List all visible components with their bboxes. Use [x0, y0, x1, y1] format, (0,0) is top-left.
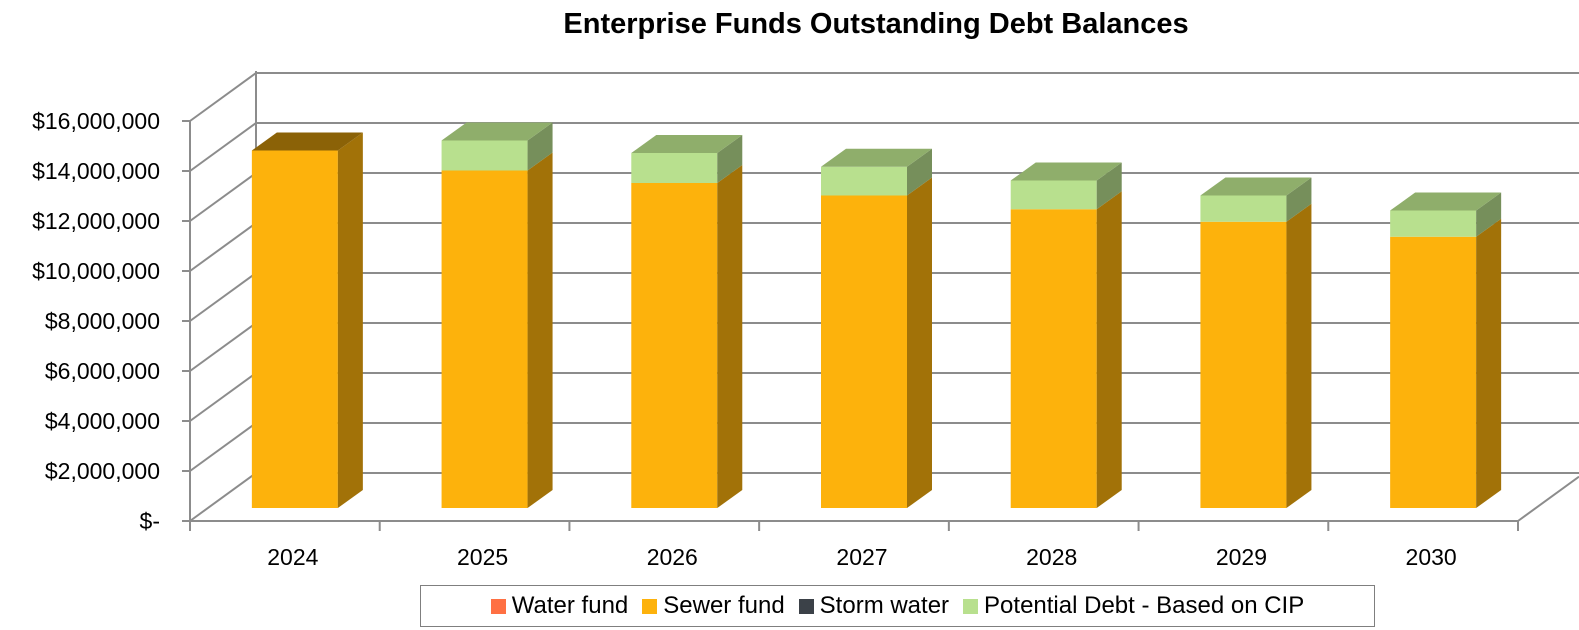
legend-label: Sewer fund: [663, 592, 785, 619]
bar-segment: [631, 153, 718, 183]
legend-label: Storm water: [819, 592, 950, 619]
bar-top: [1010, 162, 1122, 181]
bar-segment-side: [717, 165, 743, 508]
bar-segment: [821, 195, 907, 508]
side-gridline: [189, 72, 257, 122]
bar-segment: [631, 183, 718, 508]
side-gridline: [189, 222, 257, 272]
bar-segment: [1010, 209, 1097, 508]
side-gridline: [189, 172, 257, 222]
bar-top: [441, 122, 553, 141]
bar-top: [251, 132, 363, 151]
y-tick-label: $4,000,000: [45, 408, 160, 434]
side-gridline: [189, 372, 257, 422]
x-tick-label: 2027: [836, 544, 887, 570]
y-tick-label: $2,000,000: [45, 458, 160, 484]
bar-segment-side: [907, 148, 932, 196]
x-tick-label: 2029: [1216, 544, 1267, 570]
chart-legend: Water fund Sewer fund Storm water Potential…: [420, 585, 1375, 627]
bar-segment-side: [1096, 162, 1122, 210]
x-tick-label: 2030: [1406, 544, 1457, 570]
bar-segment-side: [1096, 191, 1122, 508]
bar-segment: [441, 170, 528, 508]
legend-item: Water fund: [490, 592, 629, 620]
legend-swatch: [490, 598, 506, 614]
bar-segment: [1390, 236, 1477, 508]
y-tick-label: $16,000,000: [32, 108, 160, 134]
y-tick-label: $-: [140, 508, 160, 534]
x-tick-label: 2024: [267, 544, 318, 570]
y-tick-label: $14,000,000: [32, 158, 160, 184]
y-tick-label: $8,000,000: [45, 308, 160, 334]
y-tick-label: $6,000,000: [45, 358, 160, 384]
side-gridline: [189, 472, 257, 522]
x-tick-label: 2028: [1026, 544, 1077, 570]
x-tick-label: 2025: [457, 544, 508, 570]
legend-swatch: [963, 598, 979, 614]
x-tick-label: 2026: [647, 544, 698, 570]
bar-top: [1390, 192, 1502, 211]
bar-segment-side: [527, 122, 553, 171]
legend-label: Potential Debt - Based on CIP: [984, 592, 1305, 619]
side-gridline: [189, 322, 257, 372]
bar-segment-side: [1476, 192, 1502, 237]
side-gridline: [189, 272, 257, 322]
y-tick-label: $10,000,000: [32, 258, 160, 284]
bar-segment: [251, 150, 338, 508]
bar-segment-side: [717, 135, 743, 183]
bar-top: [1200, 177, 1312, 196]
bar-segment-side: [527, 152, 553, 508]
side-gridline: [189, 422, 257, 472]
legend-swatch: [798, 598, 814, 614]
bar-segment-side: [1286, 203, 1312, 508]
bar-segment: [1200, 195, 1287, 222]
side-gridline: [189, 122, 257, 172]
legend-item: Storm water: [798, 592, 950, 620]
legend-item: Sewer fund: [642, 592, 785, 620]
bar-segment: [1390, 210, 1477, 237]
bar-segment-side: [907, 177, 932, 508]
bar-segment: [441, 140, 528, 171]
bar-segment: [821, 166, 907, 196]
bar-top: [631, 135, 743, 153]
bar-segment: [1010, 180, 1097, 210]
y-tick-label: $12,000,000: [32, 208, 160, 234]
legend-item: Potential Debt - Based on CIP: [963, 592, 1304, 620]
bar-segment: [1200, 221, 1287, 508]
bar-segment-side: [1476, 218, 1502, 508]
bar-segment-side: [337, 132, 363, 508]
bar-segment-side: [1286, 177, 1312, 222]
legend-swatch: [642, 598, 658, 614]
legend-label: Water fund: [511, 592, 629, 619]
floor-edge: [1517, 475, 1579, 522]
bar-top: [821, 148, 932, 167]
chart-title: Enterprise Funds Outstanding Debt Balanc…: [563, 8, 1188, 40]
